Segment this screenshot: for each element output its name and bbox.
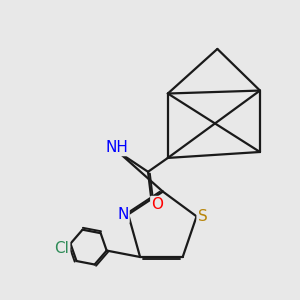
Text: N: N: [117, 207, 128, 222]
Text: O: O: [151, 197, 163, 212]
Text: Cl: Cl: [54, 241, 69, 256]
Text: NH: NH: [105, 140, 128, 155]
Text: S: S: [198, 209, 207, 224]
